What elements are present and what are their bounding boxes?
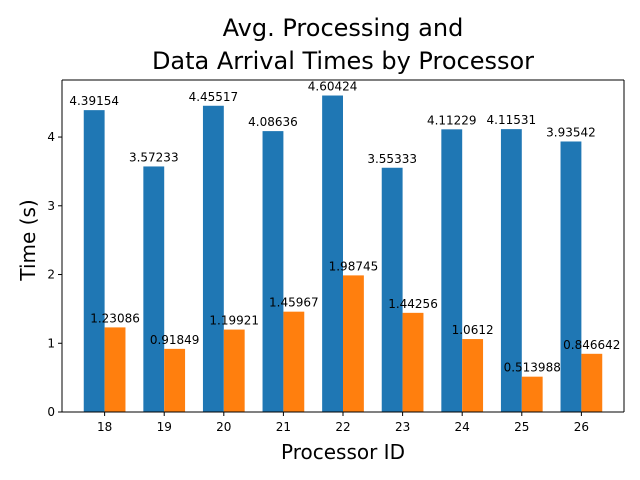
data-label-series-1-18: 4.39154 (69, 94, 119, 108)
bar-series-1-19 (143, 166, 165, 412)
y-axis-label: Time (s) (16, 199, 40, 281)
bar-series-1-22 (322, 95, 343, 413)
data-label-series-2-24: 1.0612 (452, 323, 494, 337)
data-label-series-1-23: 3.55333 (367, 152, 417, 166)
data-label-series-1-26: 3.93542 (546, 125, 596, 139)
chart-title-line-2: Data Arrival Times by Processor (152, 47, 534, 75)
data-label-series-1-19: 3.57233 (129, 150, 179, 164)
plot-area: 4.39154 3.57233 4.45517 4.08636 4.60424 3.553… (47, 79, 625, 434)
y-tick-label-4: 4 (47, 130, 55, 144)
x-tick-label-24: 24 (455, 420, 470, 434)
bar-series-2-20 (223, 329, 245, 412)
x-tick-label-25: 25 (514, 420, 529, 434)
bar-series-1-24 (441, 129, 463, 412)
x-tick-label-19: 19 (157, 420, 172, 434)
bar-series-1-20 (202, 105, 224, 412)
x-axis-label: Processor ID (281, 440, 405, 464)
x-tick-label-21: 21 (276, 420, 291, 434)
data-label-series-2-23: 1.44256 (388, 297, 438, 311)
x-tick-label-23: 23 (395, 420, 410, 434)
bar-series-1-23 (381, 167, 403, 412)
bar-series-1-21 (262, 131, 284, 412)
bar-series-2-18 (104, 327, 126, 412)
bar-series-2-24 (462, 339, 484, 412)
data-label-series-2-26: 0.846642 (563, 338, 620, 352)
x-tick-label-20: 20 (216, 420, 231, 434)
bar-series-2-25 (521, 376, 543, 412)
data-label-series-1-24: 4.11229 (427, 113, 477, 127)
bar-series-2-23 (402, 312, 424, 412)
data-label-series-1-22: 4.60424 (308, 80, 358, 94)
data-label-series-2-21: 1.45967 (269, 296, 319, 310)
x-tick-label-22: 22 (335, 420, 350, 434)
y-tick-label-1: 1 (47, 336, 55, 350)
y-tick-label-2: 2 (47, 268, 55, 282)
data-label-series-2-20: 1.19921 (209, 314, 259, 328)
data-label-series-2-25: 0.513988 (504, 361, 561, 375)
data-label-series-1-20: 4.45517 (189, 90, 239, 104)
y-tick-label-3: 3 (47, 199, 55, 213)
x-tick-label-26: 26 (574, 420, 589, 434)
data-label-series-2-19: 0.91849 (150, 333, 200, 347)
data-label-series-2-22: 1.98745 (329, 259, 379, 273)
data-label-series-1-21: 4.08636 (248, 115, 298, 129)
y-tick-label-0: 0 (47, 405, 55, 419)
chart-title-line-1: Avg. Processing and (223, 14, 464, 42)
bar-series-2-26 (581, 353, 603, 412)
data-label-series-1-25: 4.11531 (487, 113, 537, 127)
bar-series-1-26 (560, 141, 582, 413)
bar-series-2-22 (343, 275, 364, 412)
bar-series-1-25 (500, 129, 522, 413)
bar-series-2-19 (164, 348, 186, 412)
data-label-series-2-18: 1.23086 (90, 311, 140, 325)
bar-series-2-21 (283, 311, 305, 412)
bar-series-1-18 (83, 110, 105, 412)
x-tick-label-18: 18 (97, 420, 112, 434)
